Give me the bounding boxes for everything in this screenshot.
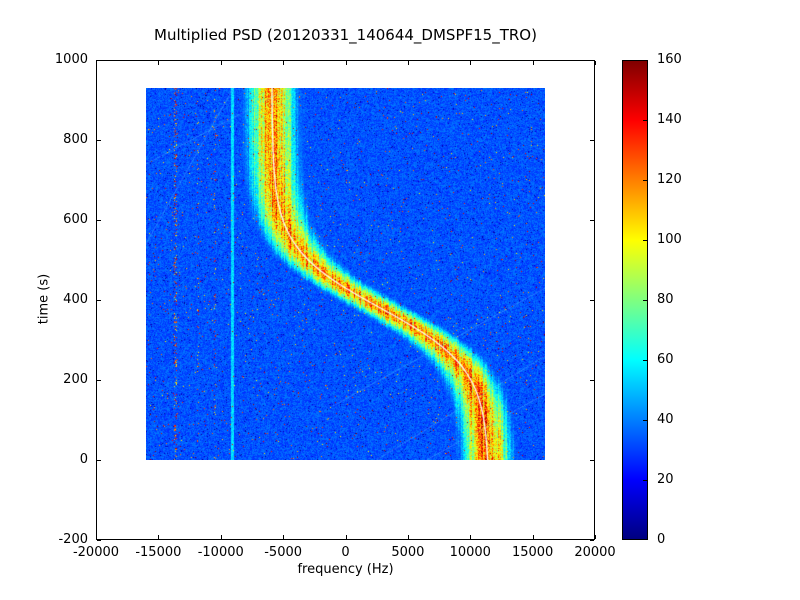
y-tick-mark [590,220,594,221]
y-tick-mark [97,460,101,461]
colorbar-tick-mark [643,300,647,301]
x-tick-mark [220,535,222,539]
y-tick-label: 800 [63,132,88,147]
x-tick-label: -15000 [135,545,182,560]
colorbar-tick-mark [643,240,647,241]
y-tick-label: 200 [63,372,88,387]
colorbar-tick-label: 140 [657,112,682,127]
colorbar-tick-label: 100 [657,232,682,247]
y-tick-mark [97,60,101,61]
colorbar-tick-label: 60 [657,352,674,367]
y-tick-mark [590,300,594,301]
x-tick-label: -20000 [72,545,120,560]
colorbar [622,60,648,540]
colorbar-tick-mark [643,420,647,421]
colorbar-tick-mark [643,360,647,361]
colorbar-tick-mark [643,120,647,121]
x-tick-mark [345,535,347,539]
x-tick-mark [283,61,285,65]
x-tick-mark [407,535,409,539]
x-tick-mark [407,61,409,65]
colorbar-tick-mark [643,480,647,481]
y-tick-mark [97,540,101,541]
y-tick-mark [590,60,594,61]
x-tick-mark [158,535,160,539]
y-tick-label: 0 [79,452,88,467]
x-tick-mark [158,61,160,65]
x-tick-mark [96,535,97,539]
y-tick-mark [97,380,101,381]
y-tick-mark [97,300,101,301]
x-tick-mark [345,61,347,65]
x-tick-mark [532,61,534,65]
y-tick-mark [590,460,594,461]
y-tick-label: 1000 [54,52,88,67]
x-tick-label: 10000 [449,545,491,560]
y-tick-mark [590,140,594,141]
colorbar-tick-label: 160 [657,52,682,67]
colorbar-tick-label: 20 [657,472,674,487]
x-tick-mark [470,535,472,539]
x-tick-label: 0 [341,545,350,560]
colorbar-tick-mark [643,60,647,61]
x-tick-label: -10000 [197,545,244,560]
x-tick-label: 20000 [574,545,616,560]
y-tick-mark [590,540,594,541]
y-tick-label: -200 [58,532,88,547]
x-tick-mark [96,61,97,65]
x-tick-mark [283,535,285,539]
y-tick-mark [97,140,101,141]
plot-title: Multiplied PSD (20120331_140644_DMSPF15_… [154,26,537,44]
colorbar-tick-mark [643,539,647,540]
x-tick-label: 15000 [511,545,554,560]
y-tick-label: 600 [63,212,88,227]
y-tick-label: 400 [63,292,88,307]
colorbar-tick-label: 40 [657,412,674,427]
y-tick-mark [97,220,101,221]
colorbar-tick-label: 80 [657,292,674,307]
x-tick-label: -5000 [264,545,303,560]
x-tick-mark [220,61,222,65]
x-tick-mark [470,61,472,65]
x-axis-label: frequency (Hz) [297,562,394,577]
colorbar-tick-label: 120 [657,172,682,187]
colorbar-tick-label: 0 [657,532,666,547]
x-tick-mark [595,535,596,539]
colorbar-tick-mark [643,180,647,181]
x-tick-mark [595,61,596,65]
x-tick-mark [532,535,534,539]
y-tick-mark [590,380,594,381]
heatmap-canvas [146,88,545,460]
x-tick-label: 5000 [391,545,425,560]
